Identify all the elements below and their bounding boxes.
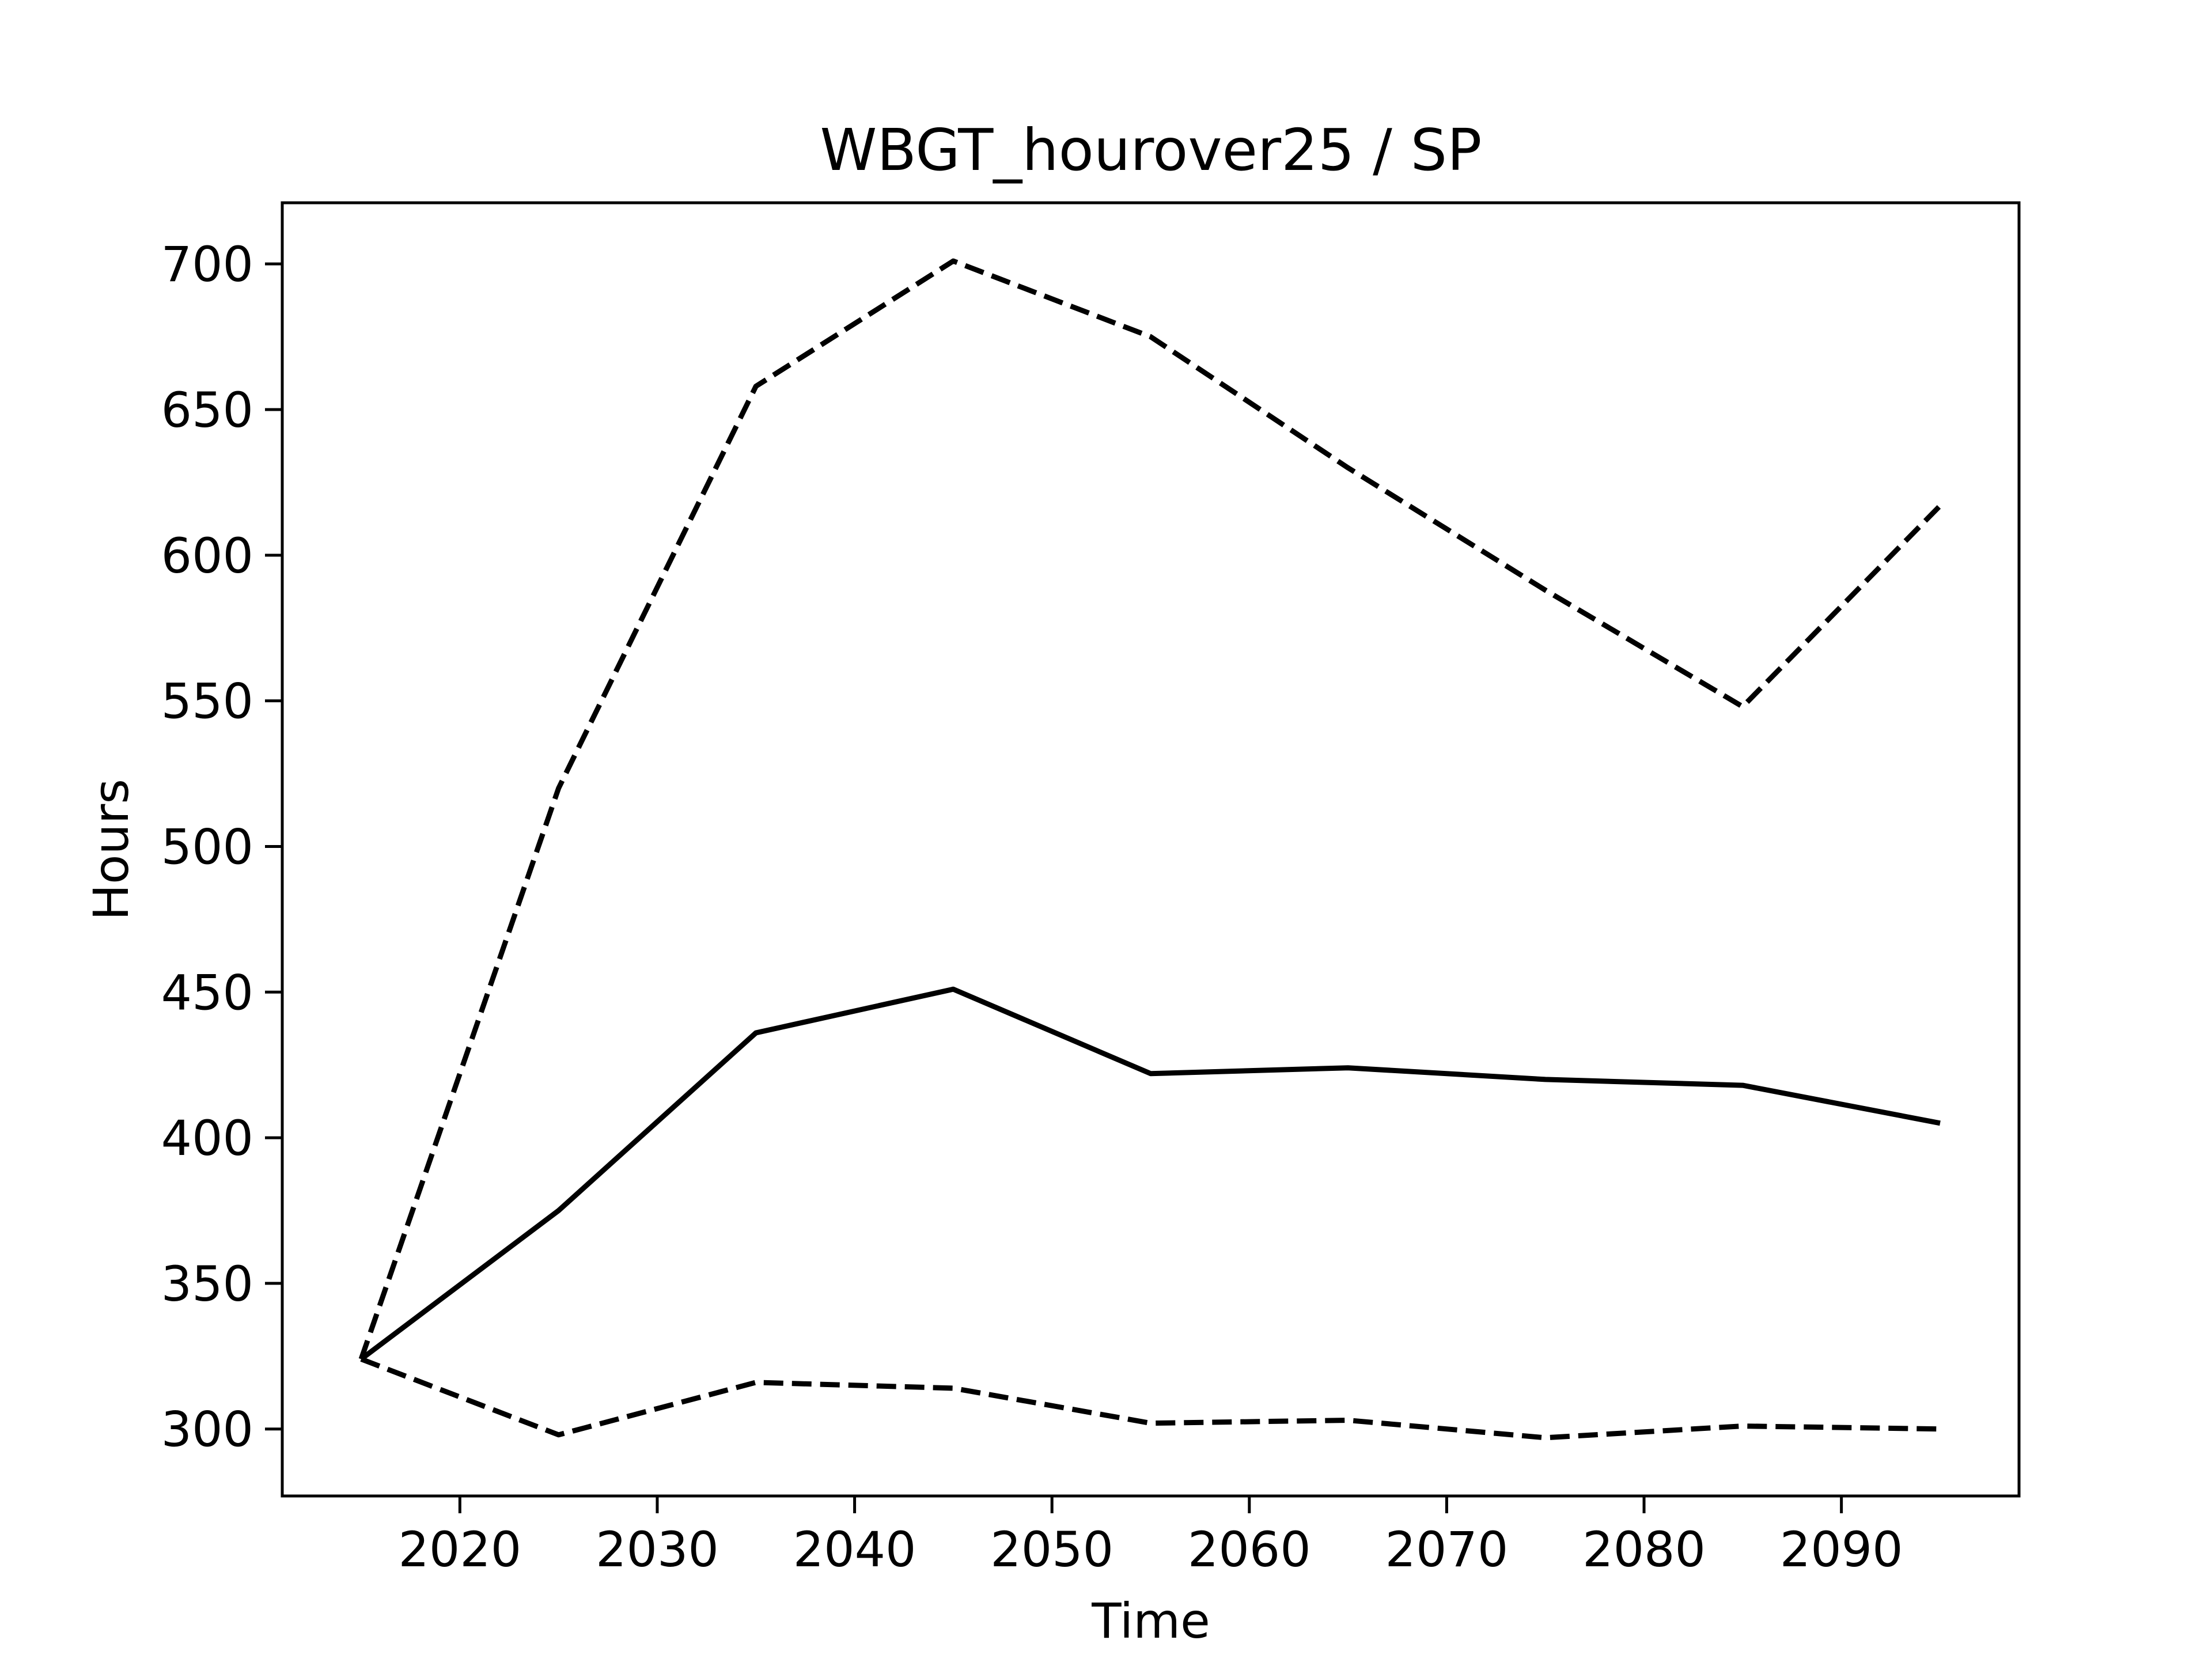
plot-area-frame xyxy=(281,201,2021,1498)
y-tick-label: 400 xyxy=(161,1110,253,1166)
series-layer xyxy=(358,258,1942,1441)
y-tick-label: 600 xyxy=(161,528,253,584)
y-tick-label: 350 xyxy=(161,1256,253,1312)
y-tick-label: 700 xyxy=(161,236,253,293)
chart-title: WBGT_hourover25 / SP xyxy=(820,116,1482,184)
x-tick-label: 2070 xyxy=(1385,1521,1509,1578)
y-axis-label: Hours xyxy=(83,779,139,921)
x-tick-label: 2030 xyxy=(596,1521,719,1578)
y-tick-label: 500 xyxy=(161,819,253,875)
x-tick-label: 2040 xyxy=(793,1521,916,1578)
x-tick-label: 2080 xyxy=(1582,1521,1706,1578)
y-axis-ticks: 300 350 400 450 500 550 600 650 700 xyxy=(161,236,282,1458)
x-tick-label: 2050 xyxy=(990,1521,1113,1578)
x-tick-label: 2060 xyxy=(1188,1521,1311,1578)
series-line-3 xyxy=(360,1357,1941,1441)
x-axis-label: Time xyxy=(1091,1593,1210,1649)
y-tick-label: 650 xyxy=(161,382,253,438)
x-tick-label: 2020 xyxy=(398,1521,521,1578)
y-tick-label: 550 xyxy=(161,673,253,730)
series-line-1 xyxy=(359,986,1941,1361)
y-tick-label: 300 xyxy=(161,1402,253,1458)
x-axis-ticks: 2020 2030 2040 2050 2060 2070 2080 2090 xyxy=(398,1496,1903,1578)
series-line-2 xyxy=(358,258,1942,1360)
x-tick-label: 2090 xyxy=(1780,1521,1903,1578)
y-tick-label: 450 xyxy=(161,964,253,1021)
